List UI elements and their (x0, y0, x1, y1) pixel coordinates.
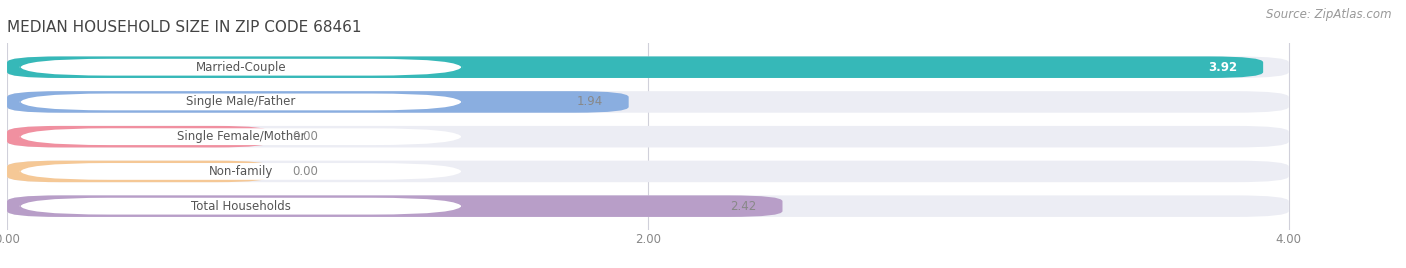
FancyBboxPatch shape (7, 91, 1289, 113)
Text: Single Male/Father: Single Male/Father (186, 95, 295, 109)
Text: 0.00: 0.00 (292, 130, 318, 143)
FancyBboxPatch shape (20, 163, 463, 180)
FancyBboxPatch shape (20, 198, 463, 215)
Text: 0.00: 0.00 (292, 165, 318, 178)
FancyBboxPatch shape (7, 57, 1263, 78)
FancyBboxPatch shape (7, 126, 270, 147)
Text: 2.42: 2.42 (731, 200, 756, 213)
Text: Non-family: Non-family (208, 165, 273, 178)
FancyBboxPatch shape (20, 128, 463, 145)
Text: Total Households: Total Households (191, 200, 291, 213)
FancyBboxPatch shape (7, 91, 628, 113)
FancyBboxPatch shape (20, 59, 463, 76)
FancyBboxPatch shape (7, 161, 1289, 182)
FancyBboxPatch shape (7, 57, 1289, 78)
Text: Married-Couple: Married-Couple (195, 61, 287, 74)
FancyBboxPatch shape (20, 94, 463, 110)
Text: MEDIAN HOUSEHOLD SIZE IN ZIP CODE 68461: MEDIAN HOUSEHOLD SIZE IN ZIP CODE 68461 (7, 20, 361, 35)
Text: Source: ZipAtlas.com: Source: ZipAtlas.com (1267, 8, 1392, 21)
FancyBboxPatch shape (7, 195, 783, 217)
FancyBboxPatch shape (7, 195, 1289, 217)
Text: Single Female/Mother: Single Female/Mother (177, 130, 305, 143)
FancyBboxPatch shape (7, 161, 270, 182)
Text: 1.94: 1.94 (576, 95, 603, 109)
Text: 3.92: 3.92 (1208, 61, 1237, 74)
FancyBboxPatch shape (7, 126, 1289, 147)
